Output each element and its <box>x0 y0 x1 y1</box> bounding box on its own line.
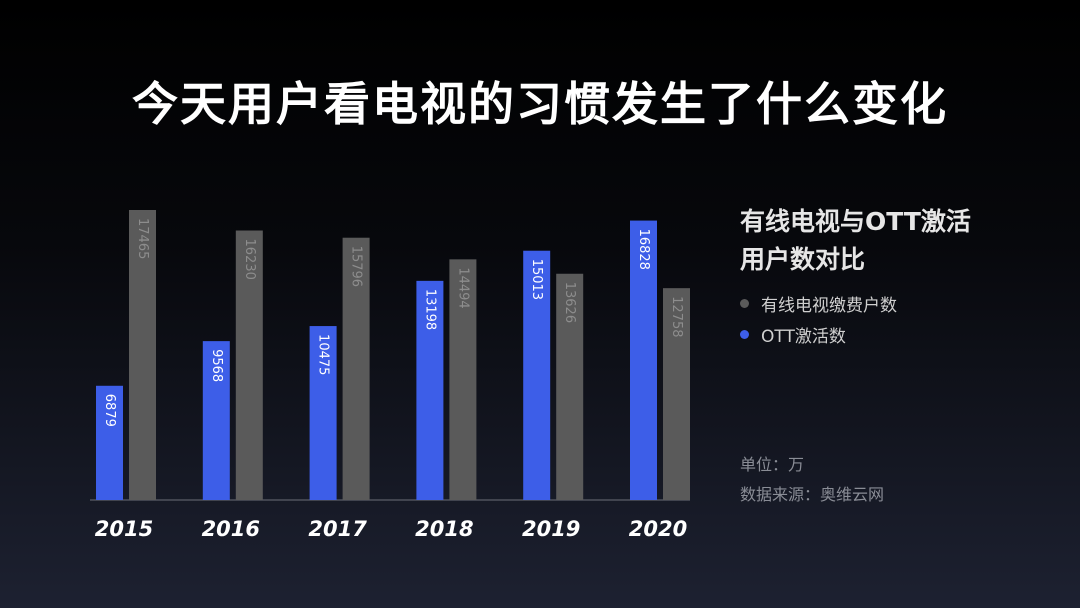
value-label-ott-2016: 9568 <box>209 349 224 382</box>
page-title: 今天用户看电视的习惯发生了什么变化 <box>132 77 948 131</box>
bars-group <box>96 210 690 501</box>
chart-notes: 单位：万 数据来源：奥维云网 <box>740 450 884 510</box>
value-label-cable-2015: 17465 <box>135 218 150 259</box>
bar-ott-2020 <box>630 220 657 500</box>
bar-ott-2017 <box>309 326 337 500</box>
legend-label-cable: 有线电视缴费户数 <box>761 296 897 316</box>
bar-cable-2015 <box>129 210 156 500</box>
legend-title-line1: 有线电视与OTT激活 <box>740 207 971 236</box>
legend-title-line2: 用户数对比 <box>740 245 866 274</box>
bar-cable-2016 <box>235 230 263 501</box>
x-tick-labels-group: 2015 2016 2017 2018 2019 2020 <box>95 517 687 541</box>
source-note: 数据来源：奥维云网 <box>740 485 885 504</box>
bar-ott-2019 <box>523 250 551 500</box>
value-label-ott-2017: 10475 <box>316 334 331 375</box>
x-tick-label-2015: 2015 <box>95 517 153 541</box>
value-label-ott-2015: 6879 <box>102 394 117 427</box>
value-label-cable-2017: 15796 <box>349 246 364 287</box>
value-label-ott-2019: 15013 <box>529 259 544 300</box>
value-labels-group: 6879 17465 9568 16230 10475 15796 13198 14494 15… <box>102 218 684 427</box>
bar-cable-2017 <box>342 237 370 500</box>
x-tick-label-2020: 2020 <box>629 517 687 541</box>
legend-label-ott: OTT激活数 <box>761 327 846 347</box>
value-label-cable-2020: 12758 <box>669 296 684 337</box>
bar-cable-2018 <box>449 259 477 500</box>
legend-item-cable: 有线电视缴费户数 <box>740 291 897 316</box>
value-label-cable-2016: 16230 <box>242 239 257 280</box>
x-tick-label-2018: 2018 <box>415 517 473 541</box>
legend-item-ott: OTT激活数 <box>740 322 846 347</box>
x-tick-label-2017: 2017 <box>308 517 367 541</box>
value-label-ott-2020: 16828 <box>636 229 651 270</box>
legend-dot-cable-icon <box>740 299 749 308</box>
value-label-cable-2019: 13626 <box>562 282 577 323</box>
bar-ott-2018 <box>416 280 444 500</box>
bar-cable-2019 <box>556 273 584 500</box>
bar-ott-2016 <box>202 341 230 500</box>
x-tick-label-2019: 2019 <box>522 517 580 541</box>
bar-cable-2020 <box>663 288 690 500</box>
value-label-cable-2018: 14494 <box>455 267 470 308</box>
value-label-ott-2018: 13198 <box>422 289 437 330</box>
unit-note: 单位：万 <box>740 455 805 474</box>
legend-dot-ott-icon <box>740 330 749 339</box>
x-tick-label-2016: 2016 <box>202 517 260 541</box>
legend-title: 有线电视与OTT激活 用户数对比 <box>740 203 971 279</box>
bar-ott-2015 <box>96 385 123 500</box>
